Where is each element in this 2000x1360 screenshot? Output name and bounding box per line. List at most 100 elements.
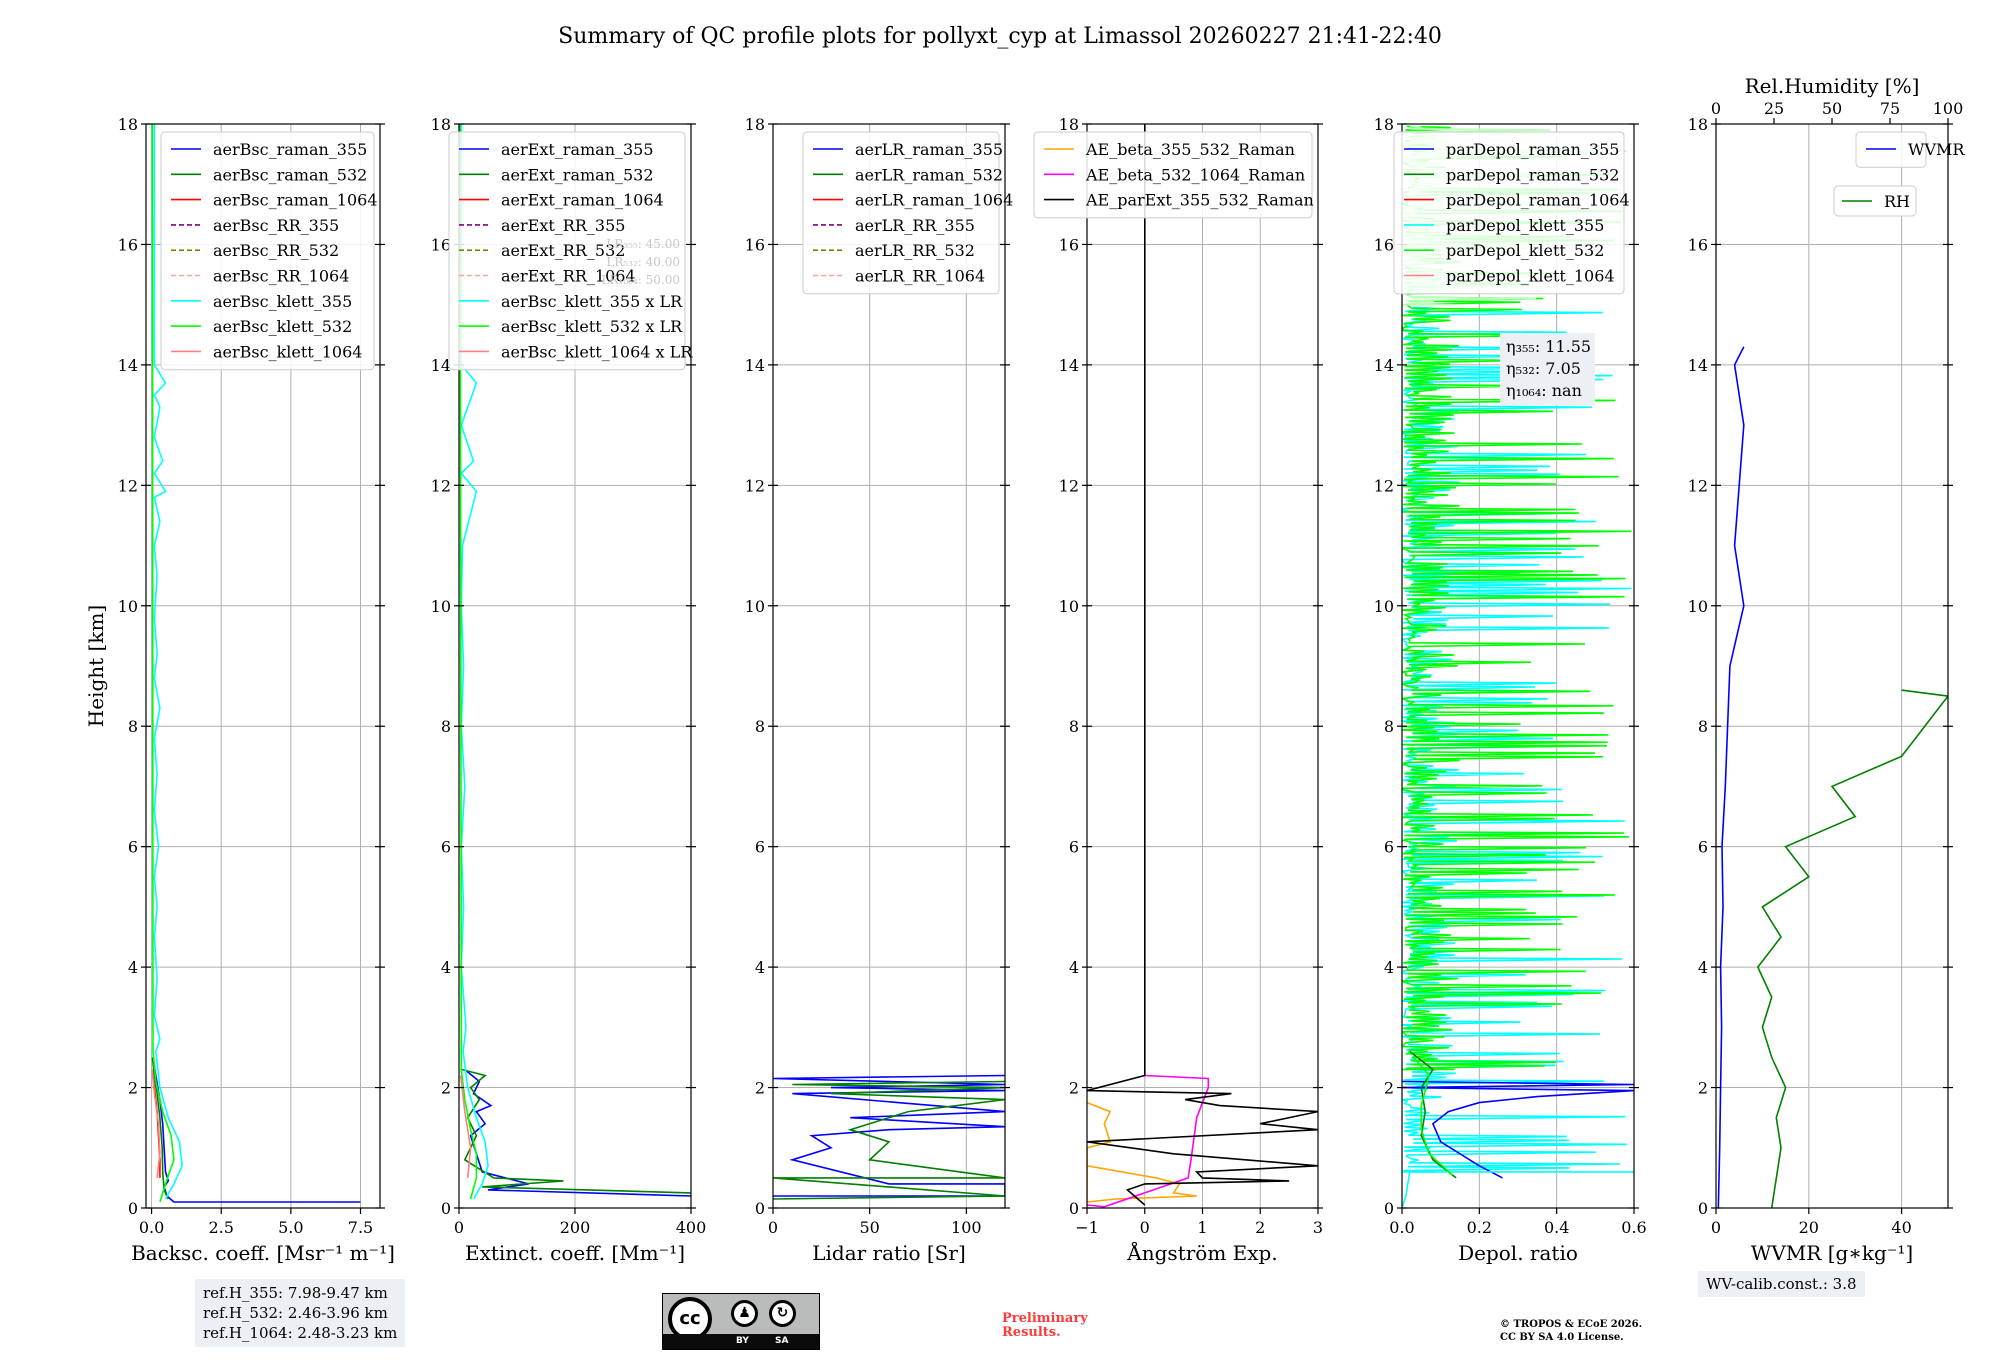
x-tick-label: 0 bbox=[1711, 1218, 1721, 1237]
x-axis: 0.0 0.2 0.4 0.6 Depol. ratio bbox=[1389, 1208, 1647, 1265]
eta-label: η₁₀₆₄: nan bbox=[1506, 381, 1582, 400]
x-axis: 0 20 40 WVMR [g∗kg⁻¹] bbox=[1711, 1208, 1913, 1265]
y-tick-label: 0 bbox=[755, 1199, 765, 1218]
y-tick-label: 4 bbox=[1384, 958, 1394, 977]
x-tick-label: 400 bbox=[676, 1218, 707, 1237]
legend-rh: RH bbox=[1833, 185, 1917, 217]
series-line-aerlr-raman-532 bbox=[773, 1080, 1005, 1200]
y-tick-label: 10 bbox=[1374, 597, 1394, 616]
legend-label: aerExt_RR_532 bbox=[501, 241, 625, 260]
y-tick-label: 12 bbox=[431, 476, 451, 495]
legend-label: aerLR_RR_355 bbox=[855, 216, 975, 235]
legend-label: WVMR bbox=[1908, 140, 1965, 159]
x-axis-label: WVMR [g∗kg⁻¹] bbox=[1751, 1241, 1913, 1265]
legend-label: aerExt_raman_532 bbox=[501, 165, 654, 184]
preliminary-line-2: Results. bbox=[1002, 1325, 1061, 1340]
figure-title: Summary of QC profile plots for pollyxt_… bbox=[558, 24, 1442, 49]
legend-label: aerLR_RR_1064 bbox=[855, 267, 985, 286]
y-tick-label: 8 bbox=[755, 717, 765, 736]
axes-frame bbox=[772, 123, 1006, 1209]
legend-label: parDepol_raman_532 bbox=[1446, 165, 1619, 184]
legend-extinction: aerExt_raman_355 aerExt_raman_532 aerExt_r… bbox=[448, 131, 693, 371]
legend-box bbox=[1033, 131, 1313, 219]
series-line-ae-parext-355-532-raman bbox=[1087, 124, 1318, 1206]
y-tick-label: 14 bbox=[1059, 356, 1079, 375]
panel-backscatter: 0 2 4 6 8 10 12 14 16 18 0.0 2.5 5.0 7.5 Backsc. coeff… bbox=[84, 115, 395, 1265]
x-tick-label: 7.5 bbox=[348, 1218, 373, 1237]
data-area bbox=[459, 124, 691, 1200]
x-axis-label: Ångström Exp. bbox=[1126, 1240, 1277, 1265]
legend-label: AE_beta_355_532_Raman bbox=[1085, 140, 1295, 159]
y-tick-label: 18 bbox=[1059, 115, 1079, 134]
y-tick-label: 16 bbox=[431, 235, 451, 254]
legend-label: aerBsc_RR_532 bbox=[213, 241, 339, 260]
wv-calibration-text: WV-calib.const.: 3.8 bbox=[1706, 1275, 1857, 1293]
legend-label: aerLR_raman_1064 bbox=[855, 191, 1013, 210]
y-tick-label: 16 bbox=[1374, 235, 1394, 254]
series-line-ae-beta-355-532-raman bbox=[1087, 1101, 1197, 1203]
eta-label: η₃₅₅: 11.55 bbox=[1506, 337, 1591, 356]
x-axis: −1 0 1 2 3 Ångström Exp. bbox=[1075, 1208, 1323, 1265]
legend-box bbox=[1393, 131, 1625, 295]
legend-label: aerBsc_RR_1064 bbox=[213, 267, 349, 286]
series-line-pardepol-klett-532 bbox=[1412, 1056, 1453, 1176]
legend-label: aerBsc_klett_355 bbox=[213, 292, 352, 311]
legend-box bbox=[448, 131, 686, 371]
legend-label: parDepol_klett_1064 bbox=[1446, 267, 1615, 286]
x2-tick-label: 75 bbox=[1880, 99, 1900, 118]
y-tick-label: 12 bbox=[118, 476, 138, 495]
panel-extinction: 0 2 4 6 8 10 12 14 16 18 0 200 400 Extinct. coeff. [M… bbox=[431, 115, 707, 1265]
y-tick-label: 12 bbox=[745, 476, 765, 495]
series-line-aerbsc-klett-355 bbox=[153, 124, 184, 1200]
legend-angstrom: AE_beta_355_532_Raman AE_beta_532_1064_Ra… bbox=[1033, 131, 1314, 219]
x-axis-label: Lidar ratio [Sr] bbox=[812, 1241, 966, 1265]
y-tick-label: 18 bbox=[431, 115, 451, 134]
ref-height-355: ref.H_355: 7.98-9.47 km bbox=[203, 1284, 388, 1302]
legend-label: aerBsc_RR_355 bbox=[213, 216, 339, 235]
x-tick-label: 0.2 bbox=[1467, 1218, 1492, 1237]
series-line-aerbsc-klett-532 bbox=[151, 124, 175, 1203]
y-tick-label: 18 bbox=[1688, 115, 1708, 134]
series-line-pardepol-klett-355 bbox=[1402, 1171, 1634, 1208]
lidar-ratio-note: LR₅₃₂: 40.00 bbox=[606, 255, 680, 269]
x-tick-label: 0 bbox=[1140, 1218, 1150, 1237]
x-tick-label: 5.0 bbox=[278, 1218, 303, 1237]
y-tick-label: 10 bbox=[1688, 597, 1708, 616]
legend-label: AE_beta_532_1064_Raman bbox=[1085, 165, 1305, 184]
series-line-pardepol-raman-355 bbox=[1402, 1080, 1634, 1179]
series-line-aerbsc-klett-532-x-lr bbox=[459, 124, 478, 1200]
series-line-aerbsc-klett-1064-x-lr bbox=[459, 1075, 472, 1178]
y-tick-label: 8 bbox=[1698, 717, 1708, 736]
y-axis: 0 2 4 6 8 10 12 14 16 18 bbox=[118, 115, 385, 1218]
legend-depolarization: parDepol_raman_355 parDepol_raman_532 parD… bbox=[1393, 131, 1630, 295]
legend-label: RH bbox=[1884, 192, 1910, 211]
legend-lidar_ratio: aerLR_raman_355 aerLR_raman_532 aerLR_rama… bbox=[802, 131, 1013, 295]
y-tick-label: 4 bbox=[128, 958, 138, 977]
x-tick-label: 3 bbox=[1313, 1218, 1323, 1237]
y-axis: 0 2 4 6 8 10 12 14 16 18 bbox=[1374, 115, 1639, 1218]
y-tick-label: 2 bbox=[128, 1079, 138, 1098]
grid-lines bbox=[1715, 123, 1948, 1208]
series-line-rh bbox=[1756, 689, 1948, 1208]
x2-tick-label: 0 bbox=[1711, 99, 1721, 118]
share-alike-icon: ↻ bbox=[769, 1300, 796, 1327]
panel-lidar_ratio: 0 2 4 6 8 10 12 14 16 18 0 50 100 Lidar ratio [Sr] aer… bbox=[745, 115, 1014, 1265]
x-axis-label: Depol. ratio bbox=[1458, 1241, 1578, 1265]
y-tick-label: 8 bbox=[128, 717, 138, 736]
eta-box-bg bbox=[1500, 333, 1595, 405]
lidar-ratio-note: LR₃₅₅: 45.00 bbox=[606, 237, 680, 251]
y-tick-label: 4 bbox=[1698, 958, 1708, 977]
y-tick-label: 18 bbox=[745, 115, 765, 134]
x-tick-label: 0.0 bbox=[139, 1218, 164, 1237]
attribution-person-icon: ♟ bbox=[731, 1300, 758, 1327]
x-tick-label: 0.6 bbox=[1621, 1218, 1646, 1237]
legend-label: aerLR_RR_532 bbox=[855, 241, 975, 260]
y-tick-label: 12 bbox=[1374, 476, 1394, 495]
x-tick-label: 0.4 bbox=[1544, 1218, 1569, 1237]
legend-label: aerExt_raman_1064 bbox=[501, 191, 664, 210]
cc-by-label: BY bbox=[736, 1336, 749, 1346]
wv-calibration-box: WV-calib.const.: 3.8 bbox=[1698, 1271, 1865, 1297]
x-axis: 0.0 2.5 5.0 7.5 Backsc. coeff. [Msr⁻¹ m⁻¹] bbox=[131, 1208, 395, 1265]
legend-water_vapor: WVMR bbox=[1855, 131, 1965, 168]
y-tick-label: 16 bbox=[118, 235, 138, 254]
